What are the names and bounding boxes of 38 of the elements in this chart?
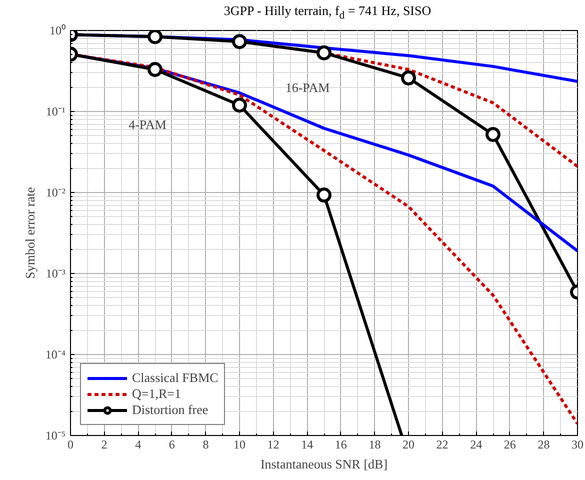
point xyxy=(148,62,162,77)
x-tick-label: 22 xyxy=(436,438,448,452)
y-tick-label: 10⁻³ xyxy=(46,266,66,280)
y-tick-label: 10⁰ xyxy=(50,24,66,38)
x-tick-label: 10 xyxy=(234,438,246,452)
annotation: 16-PAM xyxy=(285,80,330,95)
x-tick-label: 28 xyxy=(538,438,550,452)
x-tick-label: 8 xyxy=(202,438,209,452)
point xyxy=(401,70,416,86)
x-tick-label: 14 xyxy=(301,438,314,452)
point xyxy=(316,45,332,60)
x-tick-label: 4 xyxy=(135,438,142,452)
x-tick-label: 6 xyxy=(168,438,175,452)
point xyxy=(232,98,247,113)
y-tick-label: 10⁻² xyxy=(46,186,66,200)
point xyxy=(316,188,332,203)
x-tick-label: 2 xyxy=(101,438,108,452)
x-tick-label: 0 xyxy=(68,438,74,452)
point xyxy=(232,34,247,50)
chart-title: 3GPP - Hilly terrain, f$_{d}$ = 741 Hz, SISO xyxy=(224,2,432,24)
point xyxy=(486,127,500,142)
x-tick-label: 18 xyxy=(368,438,381,452)
x-tick-label: 20 xyxy=(402,438,414,452)
legend-label: Classical FBMC xyxy=(132,370,218,386)
y-axis-title: Symbol error rate xyxy=(22,186,38,279)
point xyxy=(148,30,162,44)
y-tick-label: 10⁻¹ xyxy=(46,104,66,118)
legend-label: Q=1,R=1 xyxy=(132,386,181,402)
x-tick-label: 26 xyxy=(504,438,516,452)
x-axis-title: Instantaneous SNR [dB] xyxy=(260,456,388,472)
annotation: 4-PAM xyxy=(128,117,167,132)
x-tick-label: 24 xyxy=(470,438,482,452)
y-tick-label: 10⁻⁴ xyxy=(45,348,66,362)
y-tick-label: 10⁻⁵ xyxy=(45,428,66,442)
x-tick-label: 12 xyxy=(267,438,280,452)
legend-label: Distortion free xyxy=(132,402,208,418)
x-tick-label: 16 xyxy=(334,438,347,452)
x-tick-label: 30 xyxy=(572,438,584,452)
